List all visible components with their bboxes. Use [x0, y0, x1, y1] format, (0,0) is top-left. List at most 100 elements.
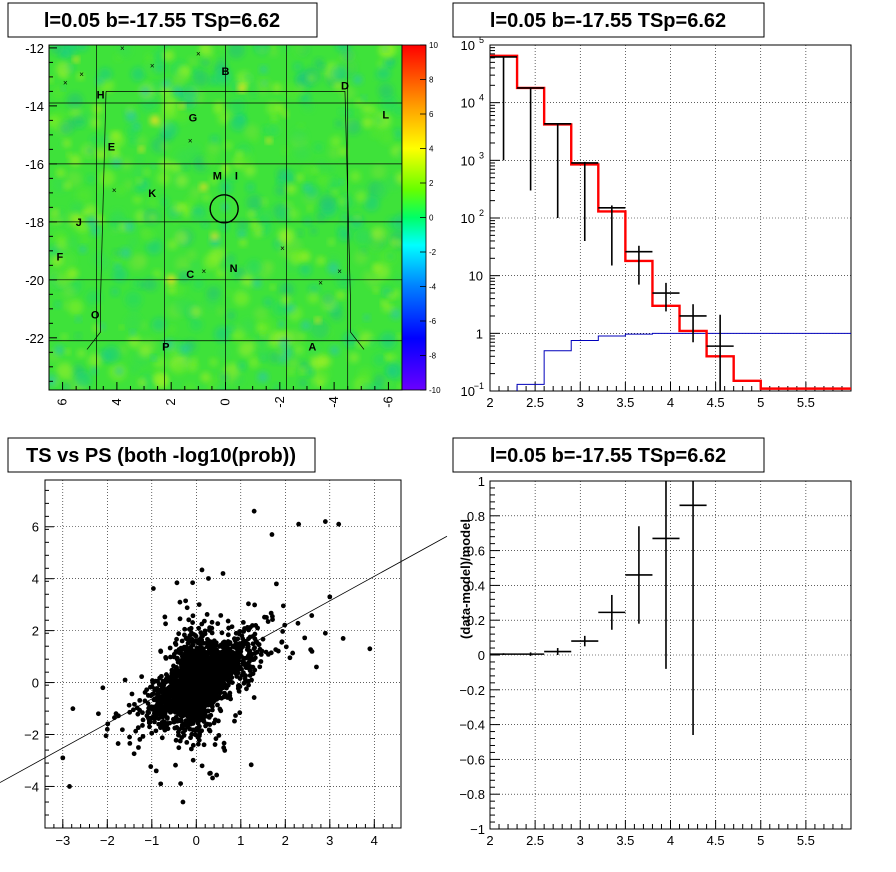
map-texture-blotch: [61, 333, 68, 341]
scatter-point: [195, 650, 201, 656]
histogram-title: l=0.05 b=-17.55 TSp=6.62: [490, 10, 726, 32]
map-texture-blotch: [69, 154, 82, 167]
scatter-point: [265, 651, 271, 657]
map-texture-blotch: [167, 240, 177, 250]
map-texture-blotch: [372, 263, 381, 272]
scatter-point: [239, 673, 245, 678]
scatter-title: TS vs PS (both -log10(prob)): [26, 445, 296, 467]
source-label: L: [382, 110, 389, 122]
map-texture-blotch: [260, 208, 274, 222]
residual-x-tick-label: 5: [757, 833, 764, 848]
colorbar-tick-label: -10: [429, 386, 441, 395]
map-texture-blotch: [139, 321, 148, 330]
scatter-point: [209, 630, 215, 636]
map-texture-blotch: [51, 208, 59, 216]
scatter-point: [221, 740, 227, 746]
map-texture-blotch: [117, 45, 132, 58]
scatter-point: [188, 746, 194, 752]
scatter-point: [264, 615, 269, 620]
map-texture-blotch: [307, 206, 313, 212]
scatter-x-tick-label: 4: [371, 833, 378, 848]
map-texture-blotch: [71, 206, 79, 214]
map-texture-blotch: [281, 146, 290, 155]
scatter-point: [232, 643, 238, 649]
map-texture-blotch: [338, 147, 348, 156]
histogram-y-tick-exponent: 4: [479, 93, 484, 103]
map-texture-blotch: [77, 122, 84, 129]
scatter-point: [237, 710, 243, 716]
map-texture-blotch: [317, 367, 331, 381]
map-texture-blotch: [62, 284, 76, 299]
map-texture-blotch: [58, 251, 77, 270]
scatter-point: [149, 730, 155, 736]
scatter-point: [226, 663, 232, 669]
colorbar-tick-label: -4: [429, 283, 437, 292]
map-x-tick-label: 4: [109, 398, 124, 405]
scatter-point: [219, 630, 225, 636]
map-texture-blotch: [285, 183, 297, 195]
scatter-point: [133, 728, 139, 734]
histogram-series: [490, 54, 851, 391]
scatter-point: [280, 629, 286, 634]
residual-plot: 2 2.5 3 3.5 4 4.5 5 5.5 −1 −0.8 −0.6 −0.4 −0.2 0 0.2 0.…: [459, 474, 852, 848]
map-texture-blotch: [379, 128, 395, 145]
histogram-y-tick-label: 10: [461, 153, 475, 168]
scatter-point: [153, 728, 159, 734]
scatter-point: [274, 581, 279, 587]
map-texture-blotch: [373, 287, 379, 294]
scatter-point: [195, 714, 201, 720]
scatter-point: [159, 735, 165, 741]
map-texture-blotch: [124, 290, 143, 309]
histogram-y-tick-label: 10: [461, 96, 475, 111]
map-texture-blotch: [141, 106, 151, 115]
scatter-point: [280, 603, 286, 609]
scatter-points: [60, 508, 373, 805]
map-texture-blotch: [147, 197, 160, 210]
scatter-point: [176, 745, 182, 751]
scatter-point: [140, 734, 146, 739]
map-texture-blotch: [151, 163, 156, 169]
scatter-point: [212, 742, 218, 747]
scatter-point: [184, 739, 190, 745]
scatter-point: [180, 692, 186, 698]
map-x-tick-label: -6: [380, 396, 395, 408]
map-texture-blotch: [131, 164, 148, 180]
map-texture-blotch: [293, 344, 304, 356]
scatter-point: [190, 757, 196, 763]
colorbar-tick-label: 2: [429, 179, 434, 188]
scatter-point: [194, 686, 199, 691]
scatter-point: [210, 650, 216, 656]
scatter-point: [195, 741, 201, 747]
map-texture-blotch: [238, 341, 254, 357]
scatter-point: [273, 647, 279, 652]
map-texture-blotch: [383, 57, 394, 68]
source-label: J: [76, 217, 82, 229]
scatter-point: [228, 658, 234, 664]
map-title-box: [7, 2, 318, 38]
scatter-point: [227, 693, 233, 699]
scatter-point: [242, 626, 247, 631]
scatter-point: [156, 682, 162, 687]
map-texture-blotch: [184, 383, 196, 390]
scatter-point: [127, 741, 133, 746]
map-texture-blotch: [396, 334, 402, 340]
scatter-point: [235, 685, 241, 691]
map-texture-blotch: [288, 251, 303, 265]
map-texture-blotch: [56, 168, 65, 178]
histogram-x-tick-label: 2.5: [526, 395, 544, 410]
map-texture-blotch: [188, 56, 198, 66]
map-texture-blotch: [85, 146, 95, 155]
map-texture-blotch: [319, 355, 332, 368]
scatter-point: [177, 599, 183, 605]
scatter-point: [340, 636, 346, 641]
map-texture-blotch: [132, 194, 142, 204]
scatter-point: [177, 658, 183, 664]
map-texture-blotch: [227, 324, 235, 332]
scatter-x-tick-label: −2: [100, 833, 115, 848]
scatter-point: [213, 642, 219, 648]
map-texture-blotch: [328, 238, 335, 246]
scatter-point: [104, 726, 110, 732]
map-texture-blotch: [209, 134, 220, 145]
scatter-point: [246, 678, 252, 684]
